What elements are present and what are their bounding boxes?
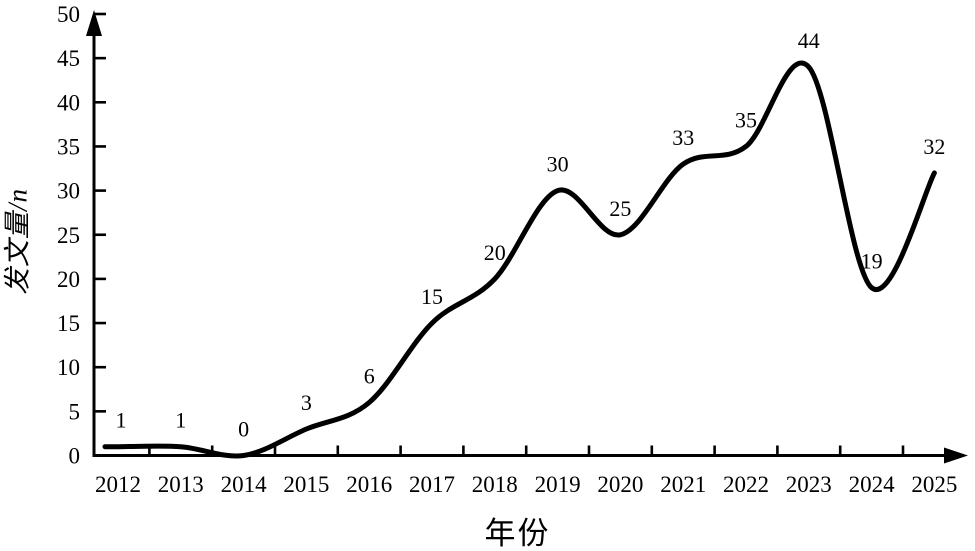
y-tick-label: 10	[57, 355, 80, 380]
data-label: 32	[923, 134, 945, 159]
y-tick-label: 0	[69, 444, 81, 469]
y-tick-label: 20	[57, 267, 80, 292]
data-label: 35	[735, 107, 757, 132]
x-tick-label: 2014	[221, 472, 268, 497]
y-tick-label: 45	[57, 46, 80, 71]
x-axis-arrow-icon	[944, 447, 968, 464]
y-tick-label: 15	[57, 311, 80, 336]
series-line	[102, 60, 937, 459]
x-tick-label: 2021	[660, 472, 706, 497]
data-label: 0	[238, 417, 249, 442]
x-tick-label: 2023	[786, 472, 832, 497]
x-tick-label: 2020	[597, 472, 643, 497]
y-tick-label: 40	[57, 90, 80, 115]
y-axis-title: 发文量/n	[2, 188, 33, 296]
y-axis-arrow-icon	[86, 10, 102, 36]
data-label: 1	[175, 408, 186, 433]
y-tick-label: 35	[57, 134, 80, 159]
data-label: 3	[301, 390, 312, 415]
x-tick-label: 2015	[283, 472, 329, 497]
data-label: 44	[798, 28, 820, 53]
x-tick-label: 2017	[409, 472, 455, 497]
x-tick-label: 2012	[95, 472, 141, 497]
data-label: 20	[484, 240, 506, 265]
data-label: 30	[547, 152, 569, 177]
data-label: 1	[116, 408, 127, 433]
y-tick-label: 30	[57, 179, 80, 204]
x-tick-label: 2018	[472, 472, 518, 497]
x-axis-title: 年份	[484, 516, 551, 551]
data-label: 15	[421, 284, 443, 309]
y-tick-label: 5	[69, 399, 81, 424]
data-label: 6	[364, 364, 375, 389]
data-label: 25	[609, 196, 631, 221]
data-label: 19	[861, 249, 883, 274]
y-tick-label: 25	[57, 223, 80, 248]
x-tick-label: 2019	[535, 472, 581, 497]
y-tick-label: 50	[57, 2, 80, 27]
x-tick-label: 2016	[346, 472, 392, 497]
x-tick-label: 2025	[911, 472, 957, 497]
x-tick-label: 2022	[723, 472, 769, 497]
x-tick-label: 2024	[849, 472, 896, 497]
data-label: 33	[672, 125, 694, 150]
x-tick-label: 2013	[158, 472, 204, 497]
